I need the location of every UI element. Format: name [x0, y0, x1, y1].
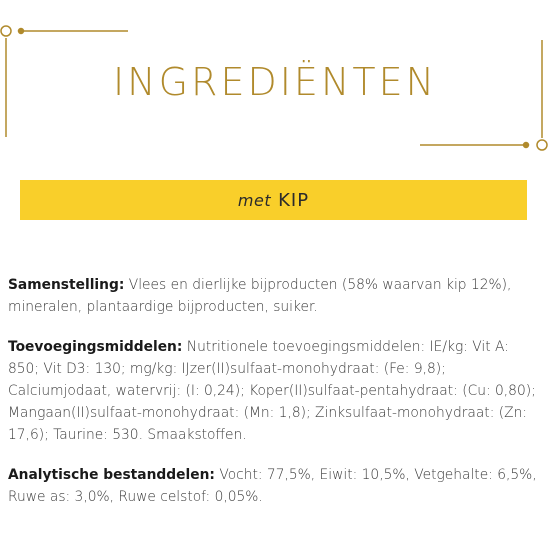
section-label: Samenstelling: [8, 277, 125, 293]
frame-ring-bottom-right [536, 139, 548, 151]
flavor-banner: met KIP [20, 180, 527, 220]
ingredients-content: Samenstelling: Vlees en dierlijke bijpro… [8, 274, 540, 526]
section-analytical: Analytische bestanddelen: Vocht: 77,5%, … [8, 464, 540, 508]
section-additives: Toevoegingsmiddelen: Nutritionele toevoe… [8, 336, 540, 446]
frame-dot-top-left [17, 27, 25, 35]
section-label: Analytische bestanddelen: [8, 467, 215, 483]
frame-dot-bottom-right [522, 141, 530, 149]
flavor-prefix: met [237, 190, 272, 210]
section-label: Toevoegingsmiddelen: [8, 339, 183, 355]
section-text: Nutritionele toevoegingsmiddelen: IE/kg:… [8, 339, 536, 443]
frame-ring-top-left [0, 25, 12, 37]
section-text: Vocht: 77,5%, Eiwit: 10,5%, Vetgehalte: … [8, 467, 537, 505]
section-composition: Samenstelling: Vlees en dierlijke bijpro… [8, 274, 540, 318]
page-title: INGREDIËNTEN [112, 60, 438, 104]
flavor-name: KIP [278, 189, 310, 211]
section-text: Vlees en dierlijke bijproducten (58% waa… [8, 277, 512, 315]
